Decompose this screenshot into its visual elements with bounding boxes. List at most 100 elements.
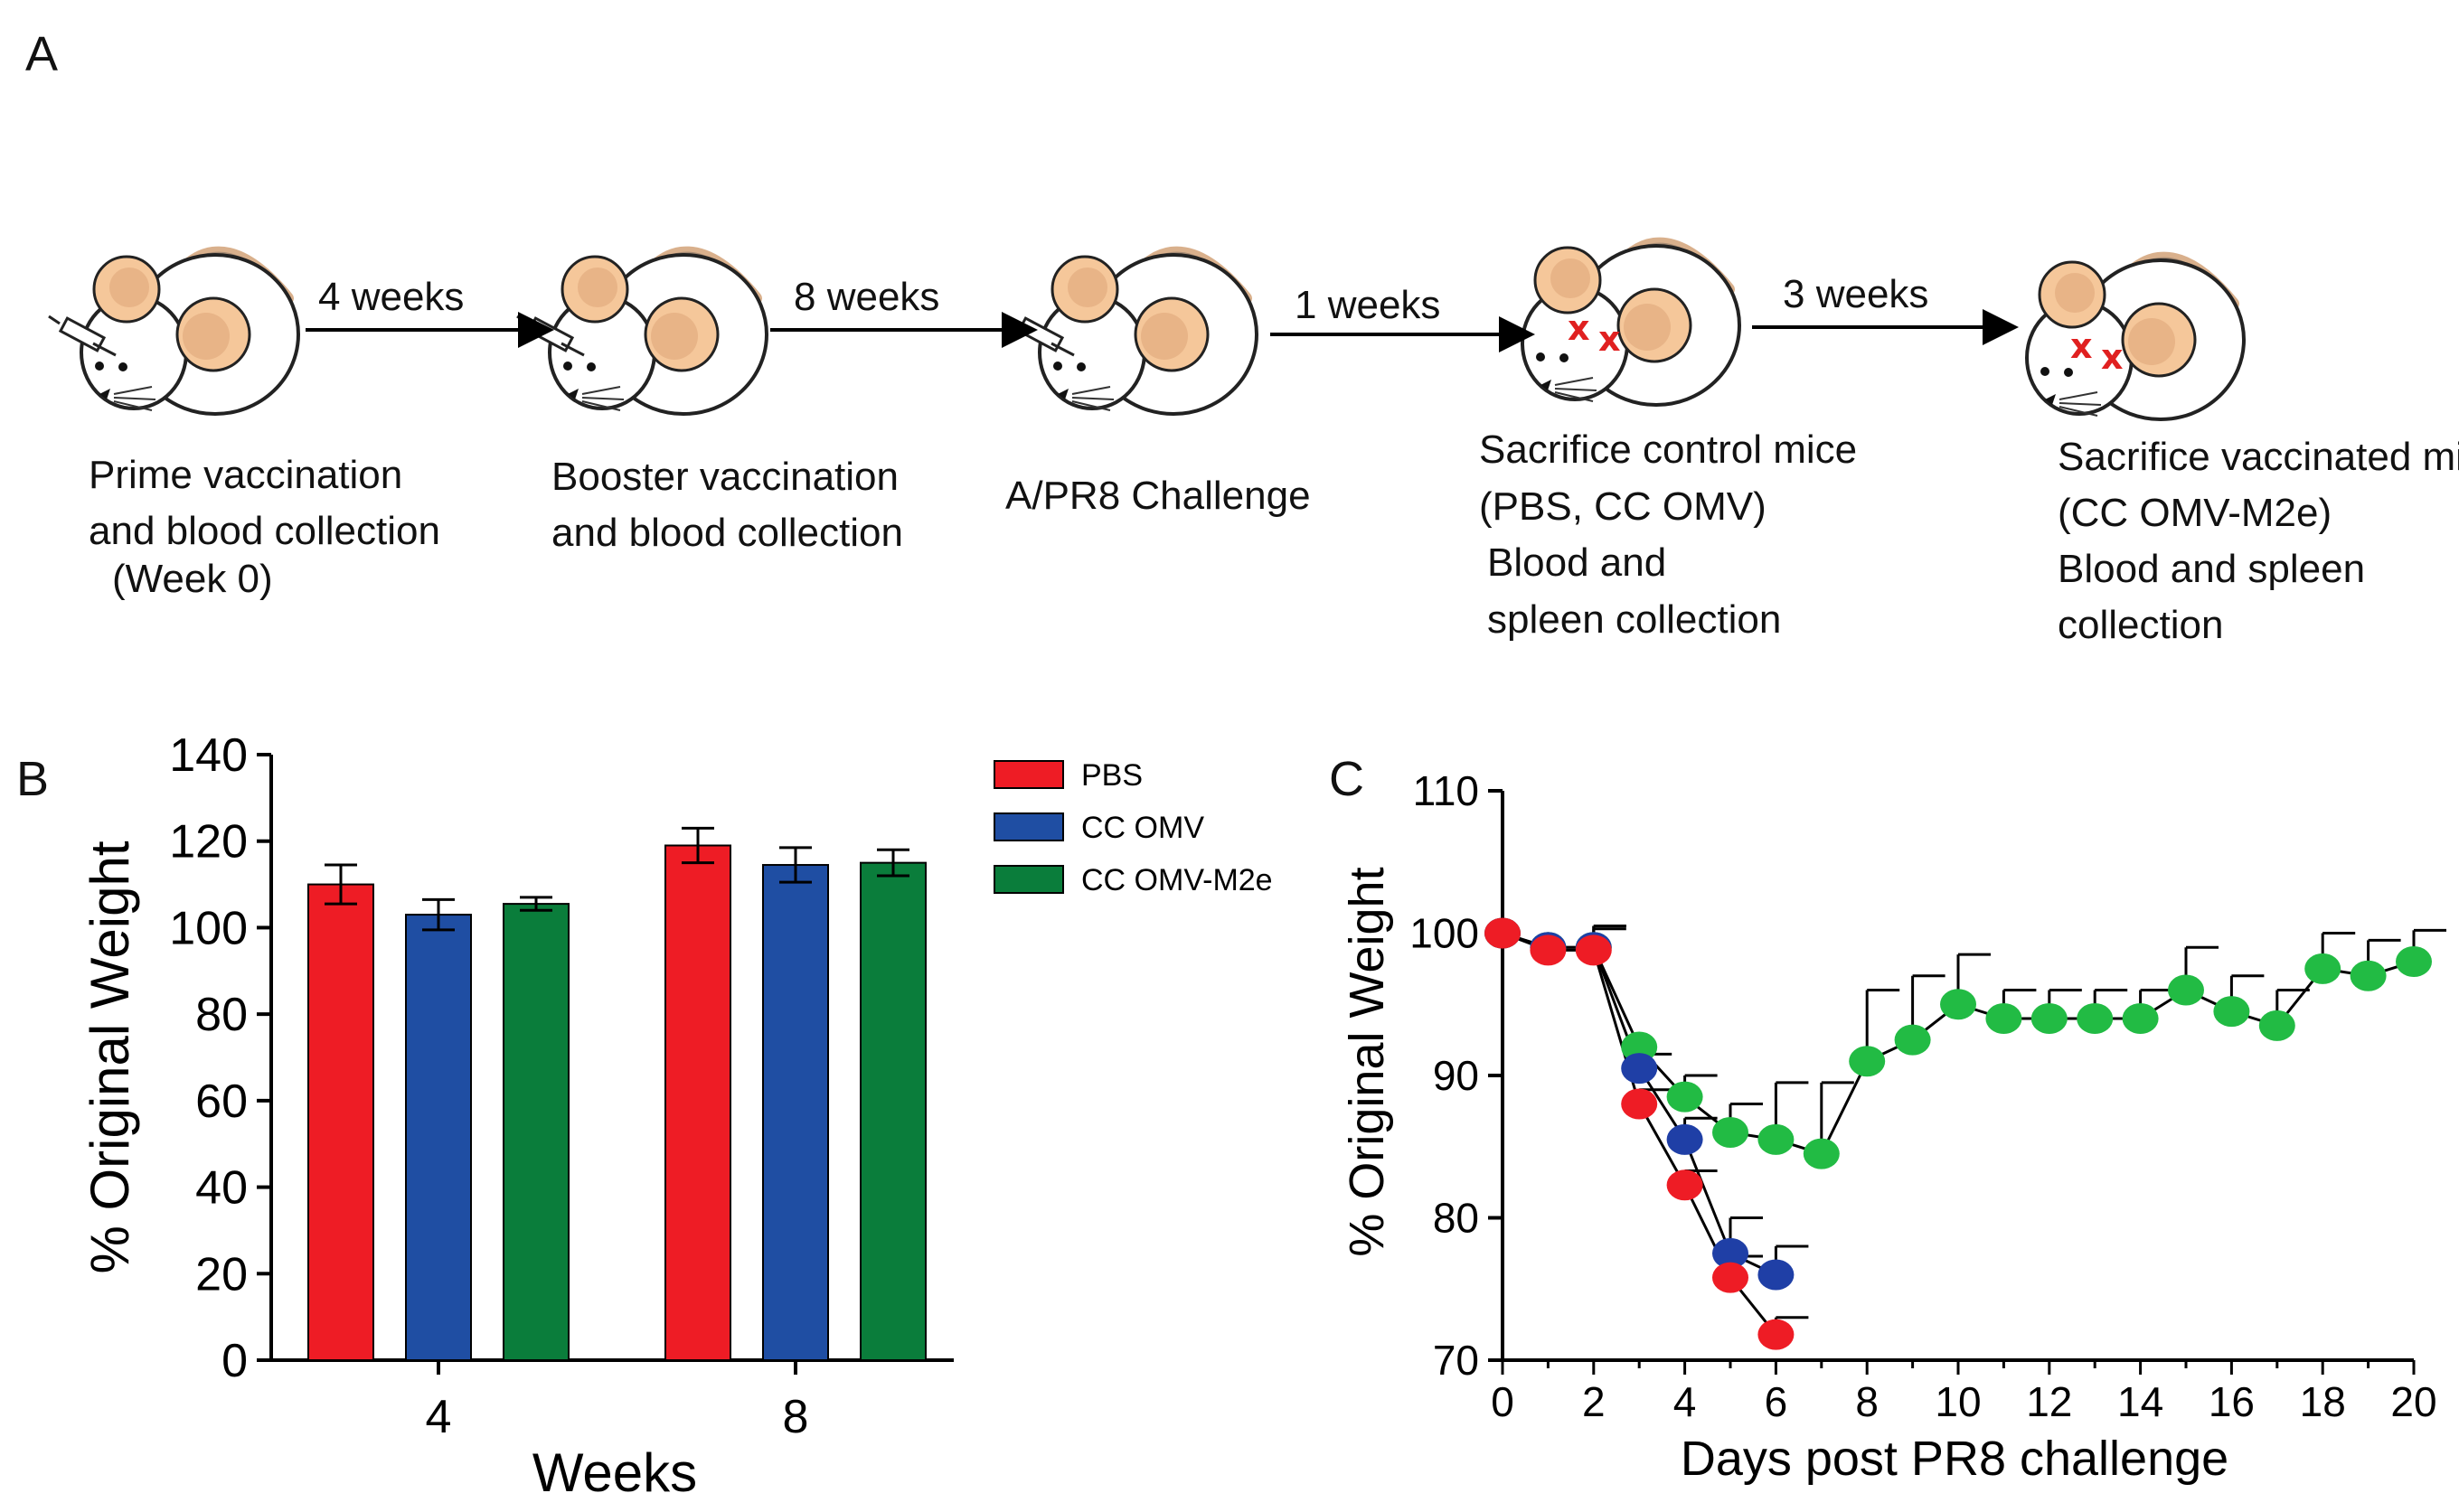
point-pbs [1666,1169,1703,1201]
point-pbs [1484,917,1521,949]
x-tick-label: 0 [1491,1378,1514,1425]
point-cc-omv-m2e [1712,1117,1748,1148]
mouse-5 [2027,258,2244,419]
point-cc-omv-m2e [1621,1031,1658,1063]
point-cc-omv-m2e [2350,960,2387,991]
point-cc-omv-m2e [2213,996,2250,1028]
y-tick-label: 60 [195,1075,248,1128]
x-tick-label: 14 [2117,1378,2163,1425]
interval-1: 4 weeks [318,275,464,319]
step-4-line-4: spleen collection [1487,597,1781,642]
mouse-1 [47,253,298,414]
bar-chart-weights: 0 20 40 60 80 100 120 140 4 8 Weeks % Original Weig… [80,729,1273,1503]
y-tick-label: 0 [221,1335,248,1387]
point-cc-omv-m2e [1666,1081,1703,1113]
y-axis-label: % Original Weight [1340,867,1394,1256]
step-1-line-2: and blood collection [89,509,440,553]
point-cc-omv-m2e [1803,1138,1840,1169]
x-tick-label: 2 [1582,1378,1606,1425]
legend-label: CC OMV-M2e [1081,863,1273,897]
panel-a-label: A [25,27,58,81]
step-5-line-1: Sacrifice vaccinated mice [2058,435,2459,479]
x-tick-label: 16 [2209,1378,2255,1425]
point-cc-omv-m2e [2304,953,2341,984]
x-tick-label: 4 [1673,1378,1697,1425]
step-5-line-4: collection [2058,603,2223,647]
x-axis-label: Days post PR8 challenge [1681,1432,2228,1486]
step-2-line-1: Booster vaccination [551,455,899,499]
point-pbs [1621,1088,1658,1120]
panel-c-label: C [1329,752,1364,806]
y-tick-label: 90 [1433,1052,1479,1099]
bar-pbs [307,883,374,1361]
x-tick-label: 18 [2300,1378,2346,1425]
legend-label: CC OMV [1081,811,1204,845]
x-axis-label: Weeks [532,1442,697,1503]
point-cc-omv-m2e [2122,1003,2159,1034]
y-tick-label: 40 [195,1162,248,1215]
y-tick-label: 120 [169,816,248,869]
x-tick-label: 10 [1935,1378,1981,1425]
interval-3: 1 weeks [1295,283,1440,327]
step-5-line-2: (CC OMV-M2e) [2058,491,2332,535]
bar-cc-omv-m2e [860,861,927,1361]
point-pbs [1530,934,1567,966]
point-cc-omv-m2e [1940,989,1976,1020]
point-cc-omv [1712,1237,1748,1269]
y-tick-label: 100 [169,902,248,954]
y-axis-label: % Original Weight [80,841,140,1273]
y-tick-label: 80 [195,989,248,1041]
y-tick-label: 140 [169,729,248,782]
point-cc-omv-m2e [2030,1003,2068,1034]
point-cc-omv-m2e [1849,1046,1886,1077]
bar-cc-omv-m2e [503,903,570,1361]
legend-label: PBS [1081,758,1143,793]
panel-b-label: B [16,752,49,806]
step-1-line-3: (Week 0) [112,557,273,601]
step-3-line-1: A/PR8 Challenge [1005,474,1311,518]
point-cc-omv-m2e [1985,1003,2022,1034]
x-tick-label: 8 [783,1391,809,1443]
step-2-line-2: and blood collection [551,511,903,555]
interval-4: 3 weeks [1783,272,1928,316]
step-4-line-2: (PBS, CC OMV) [1479,484,1767,529]
x-tick-label: 20 [2390,1378,2436,1425]
y-tick-label: 20 [195,1248,248,1301]
legend-swatch [994,760,1064,789]
bar-cc-omv [405,914,472,1361]
interval-2: 8 weeks [794,275,939,319]
point-cc-omv-m2e [1757,1123,1795,1155]
x-tick-label: 6 [1765,1378,1788,1425]
step-5-line-3: Blood and spleen [2058,547,2365,591]
bar-pbs [664,844,731,1361]
mouse-4 [1522,244,1739,405]
y-tick-label: 110 [1413,767,1479,814]
step-4-line-1: Sacrifice control mice [1479,427,1857,472]
y-tick-label: 70 [1433,1337,1479,1384]
step-1-line-1: Prime vaccination [89,453,402,497]
x-tick-label: 12 [2026,1378,2072,1425]
point-cc-omv-m2e [2396,946,2432,977]
point-cc-omv [1757,1259,1795,1291]
legend-swatch [994,812,1064,841]
point-cc-omv-m2e [2258,1010,2295,1041]
point-cc-omv [1666,1123,1703,1155]
legend-swatch [994,865,1064,894]
y-tick-label: 100 [1409,910,1479,957]
point-cc-omv-m2e [2077,1003,2114,1034]
y-tick-label: 80 [1433,1195,1479,1242]
point-pbs [1757,1319,1795,1350]
line-chart-challenge: 70 80 90 100 110 0 2 4 6 8 10 12 14 16 18 20 Days post P… [1340,767,2446,1486]
point-cc-omv [1621,1053,1658,1085]
mouse-2 [515,253,767,414]
mouse-3 [1005,253,1257,414]
point-pbs [1712,1262,1748,1293]
point-pbs [1575,934,1612,966]
step-4-line-3: Blood and [1487,540,1666,585]
bar-cc-omv [762,864,829,1361]
point-cc-omv-m2e [1894,1024,1931,1056]
point-cc-omv-m2e [2168,974,2204,1006]
x-tick-label: 4 [426,1391,452,1443]
x-tick-label: 8 [1855,1378,1879,1425]
